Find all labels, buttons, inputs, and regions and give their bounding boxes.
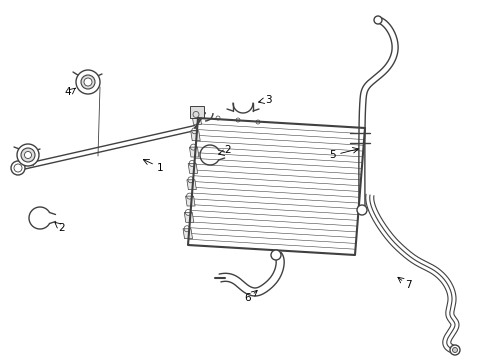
Circle shape: [84, 78, 92, 86]
Text: 6: 6: [244, 293, 251, 303]
Text: 2: 2: [224, 145, 231, 155]
Circle shape: [451, 347, 457, 352]
Polygon shape: [184, 212, 193, 222]
Text: 1: 1: [156, 163, 163, 173]
Text: 4: 4: [64, 87, 71, 97]
Circle shape: [17, 144, 39, 166]
Circle shape: [76, 70, 100, 94]
Circle shape: [11, 161, 25, 175]
Circle shape: [81, 75, 95, 89]
Text: 5: 5: [328, 150, 335, 160]
Circle shape: [373, 16, 381, 24]
Text: 7: 7: [404, 280, 410, 290]
Polygon shape: [183, 229, 192, 239]
Polygon shape: [192, 114, 201, 124]
Circle shape: [270, 250, 281, 260]
Polygon shape: [188, 163, 197, 173]
Text: 2: 2: [59, 223, 65, 233]
Circle shape: [21, 148, 35, 162]
Polygon shape: [186, 180, 196, 190]
Circle shape: [356, 205, 366, 215]
Bar: [190, 106, 203, 118]
Text: 3: 3: [264, 95, 271, 105]
Circle shape: [24, 152, 31, 158]
Polygon shape: [190, 131, 200, 141]
Polygon shape: [189, 147, 199, 157]
Circle shape: [14, 164, 22, 172]
Polygon shape: [185, 196, 195, 206]
Circle shape: [449, 345, 459, 355]
